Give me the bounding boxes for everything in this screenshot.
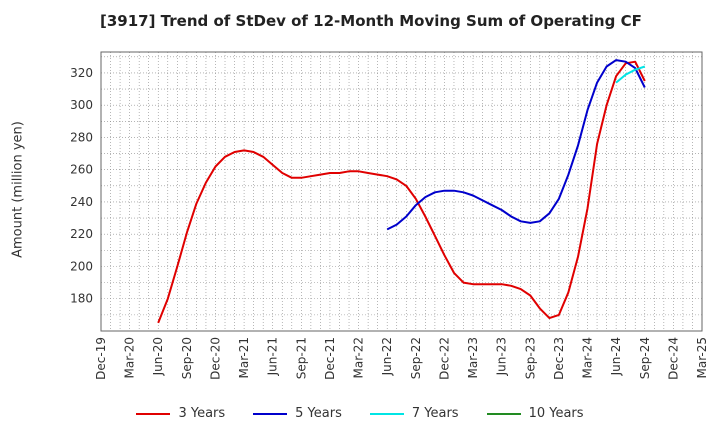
x-tick-label: Dec-19 — [94, 337, 108, 380]
x-tick-label: Sep-24 — [638, 337, 652, 379]
x-tick-label: Jun-20 — [151, 337, 165, 376]
legend-label: 3 Years — [178, 406, 226, 421]
x-tick-label: Jun-22 — [380, 337, 394, 376]
legend-swatch — [136, 412, 171, 415]
grid — [100, 52, 703, 331]
x-tick-label: Sep-20 — [180, 337, 194, 379]
x-tick-label: Jun-21 — [266, 337, 280, 376]
x-tick-label: Dec-23 — [552, 337, 566, 380]
x-tick-label: Sep-22 — [409, 337, 423, 379]
x-tick-label: Mar-25 — [695, 337, 709, 378]
series-line-3-years — [157, 60, 646, 324]
legend-label: 10 Years — [528, 406, 584, 421]
x-tick-label: Dec-24 — [666, 337, 680, 380]
x-tick-label: Mar-21 — [237, 337, 251, 378]
x-tick-label: Jun-23 — [495, 337, 509, 376]
x-tick-label: Mar-23 — [466, 337, 480, 378]
legend: 3 Years 5 Years 7 Years 10 Years — [0, 406, 720, 421]
y-tick-label: 300 — [70, 98, 93, 112]
x-tick-label: Dec-20 — [208, 337, 222, 380]
y-tick-label: 240 — [70, 195, 93, 209]
x-tick-label: Mar-22 — [352, 337, 366, 378]
y-tick-label: 320 — [70, 66, 93, 80]
series-line-5-years — [386, 59, 646, 231]
series-line-7-years — [615, 65, 646, 84]
y-tick-label: 260 — [70, 163, 93, 177]
legend-item-7-years: 7 Years — [369, 406, 459, 421]
legend-item-3-years: 3 Years — [136, 406, 225, 421]
legend-label: 7 Years — [411, 406, 459, 421]
x-tick-label: Jun-24 — [609, 337, 623, 376]
x-tick-label: Mar-24 — [581, 337, 595, 378]
x-tick-label: Sep-23 — [523, 337, 537, 379]
legend-swatch — [253, 412, 288, 415]
legend-item-10-years: 10 Years — [486, 406, 584, 421]
legend-swatch — [369, 412, 404, 415]
x-tick-label: Mar-20 — [123, 337, 137, 378]
y-tick-label: 200 — [70, 259, 93, 273]
legend-item-5-years: 5 Years — [253, 406, 342, 421]
x-axis-ticks: Dec-19 Mar-20 Jun-20 Sep-20 Dec-20 Mar-21 Jun-… — [94, 337, 709, 380]
y-tick-label: 280 — [70, 130, 93, 144]
x-tick-label: Sep-21 — [294, 337, 308, 379]
y-tick-label: 180 — [70, 292, 93, 306]
x-tick-label: Dec-22 — [437, 337, 451, 380]
y-axis-ticks: 180 200 220 240 260 280 300 320 — [70, 66, 93, 306]
chart-title: [3917] Trend of StDev of 12-Month Moving… — [100, 12, 642, 30]
x-tick-label: Dec-21 — [323, 337, 337, 380]
plot-frame — [100, 51, 703, 332]
legend-swatch — [486, 412, 521, 415]
y-tick-label: 220 — [70, 227, 93, 241]
series-lines — [157, 59, 646, 324]
legend-label: 5 Years — [295, 406, 342, 421]
